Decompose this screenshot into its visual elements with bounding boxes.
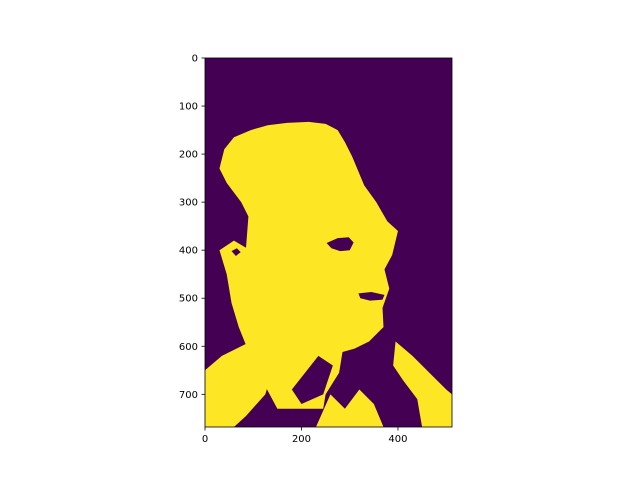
y-axis: 0 100 200 300 400 500 600 700 [179,54,205,401]
y-tick-label-5: 500 [179,294,198,305]
y-tick-label-2: 200 [179,150,198,161]
y-tick-label-3: 300 [179,198,198,209]
x-tick-label-0: 0 [202,434,208,445]
image-region-2 [393,341,452,427]
plot-area [204,57,453,428]
y-tick-label-0: 0 [192,54,198,65]
image-region-5 [358,291,385,301]
y-tick-label-6: 600 [179,342,198,353]
y-tick-label-7: 700 [179,390,198,401]
image-region-1 [205,341,273,427]
image-regions [205,121,452,427]
image-region-7 [231,248,241,256]
image-region-0 [219,121,398,409]
image-region-4 [326,237,354,252]
x-axis: 0 200 400 [202,427,408,445]
image-region-6 [291,355,333,404]
y-tick-label-4: 400 [179,246,198,257]
image-region-3 [315,389,384,427]
x-tick-label-1: 200 [292,434,311,445]
axes-frame [204,57,453,428]
y-tick-label-1: 100 [179,102,198,113]
x-tick-label-2: 400 [388,434,407,445]
